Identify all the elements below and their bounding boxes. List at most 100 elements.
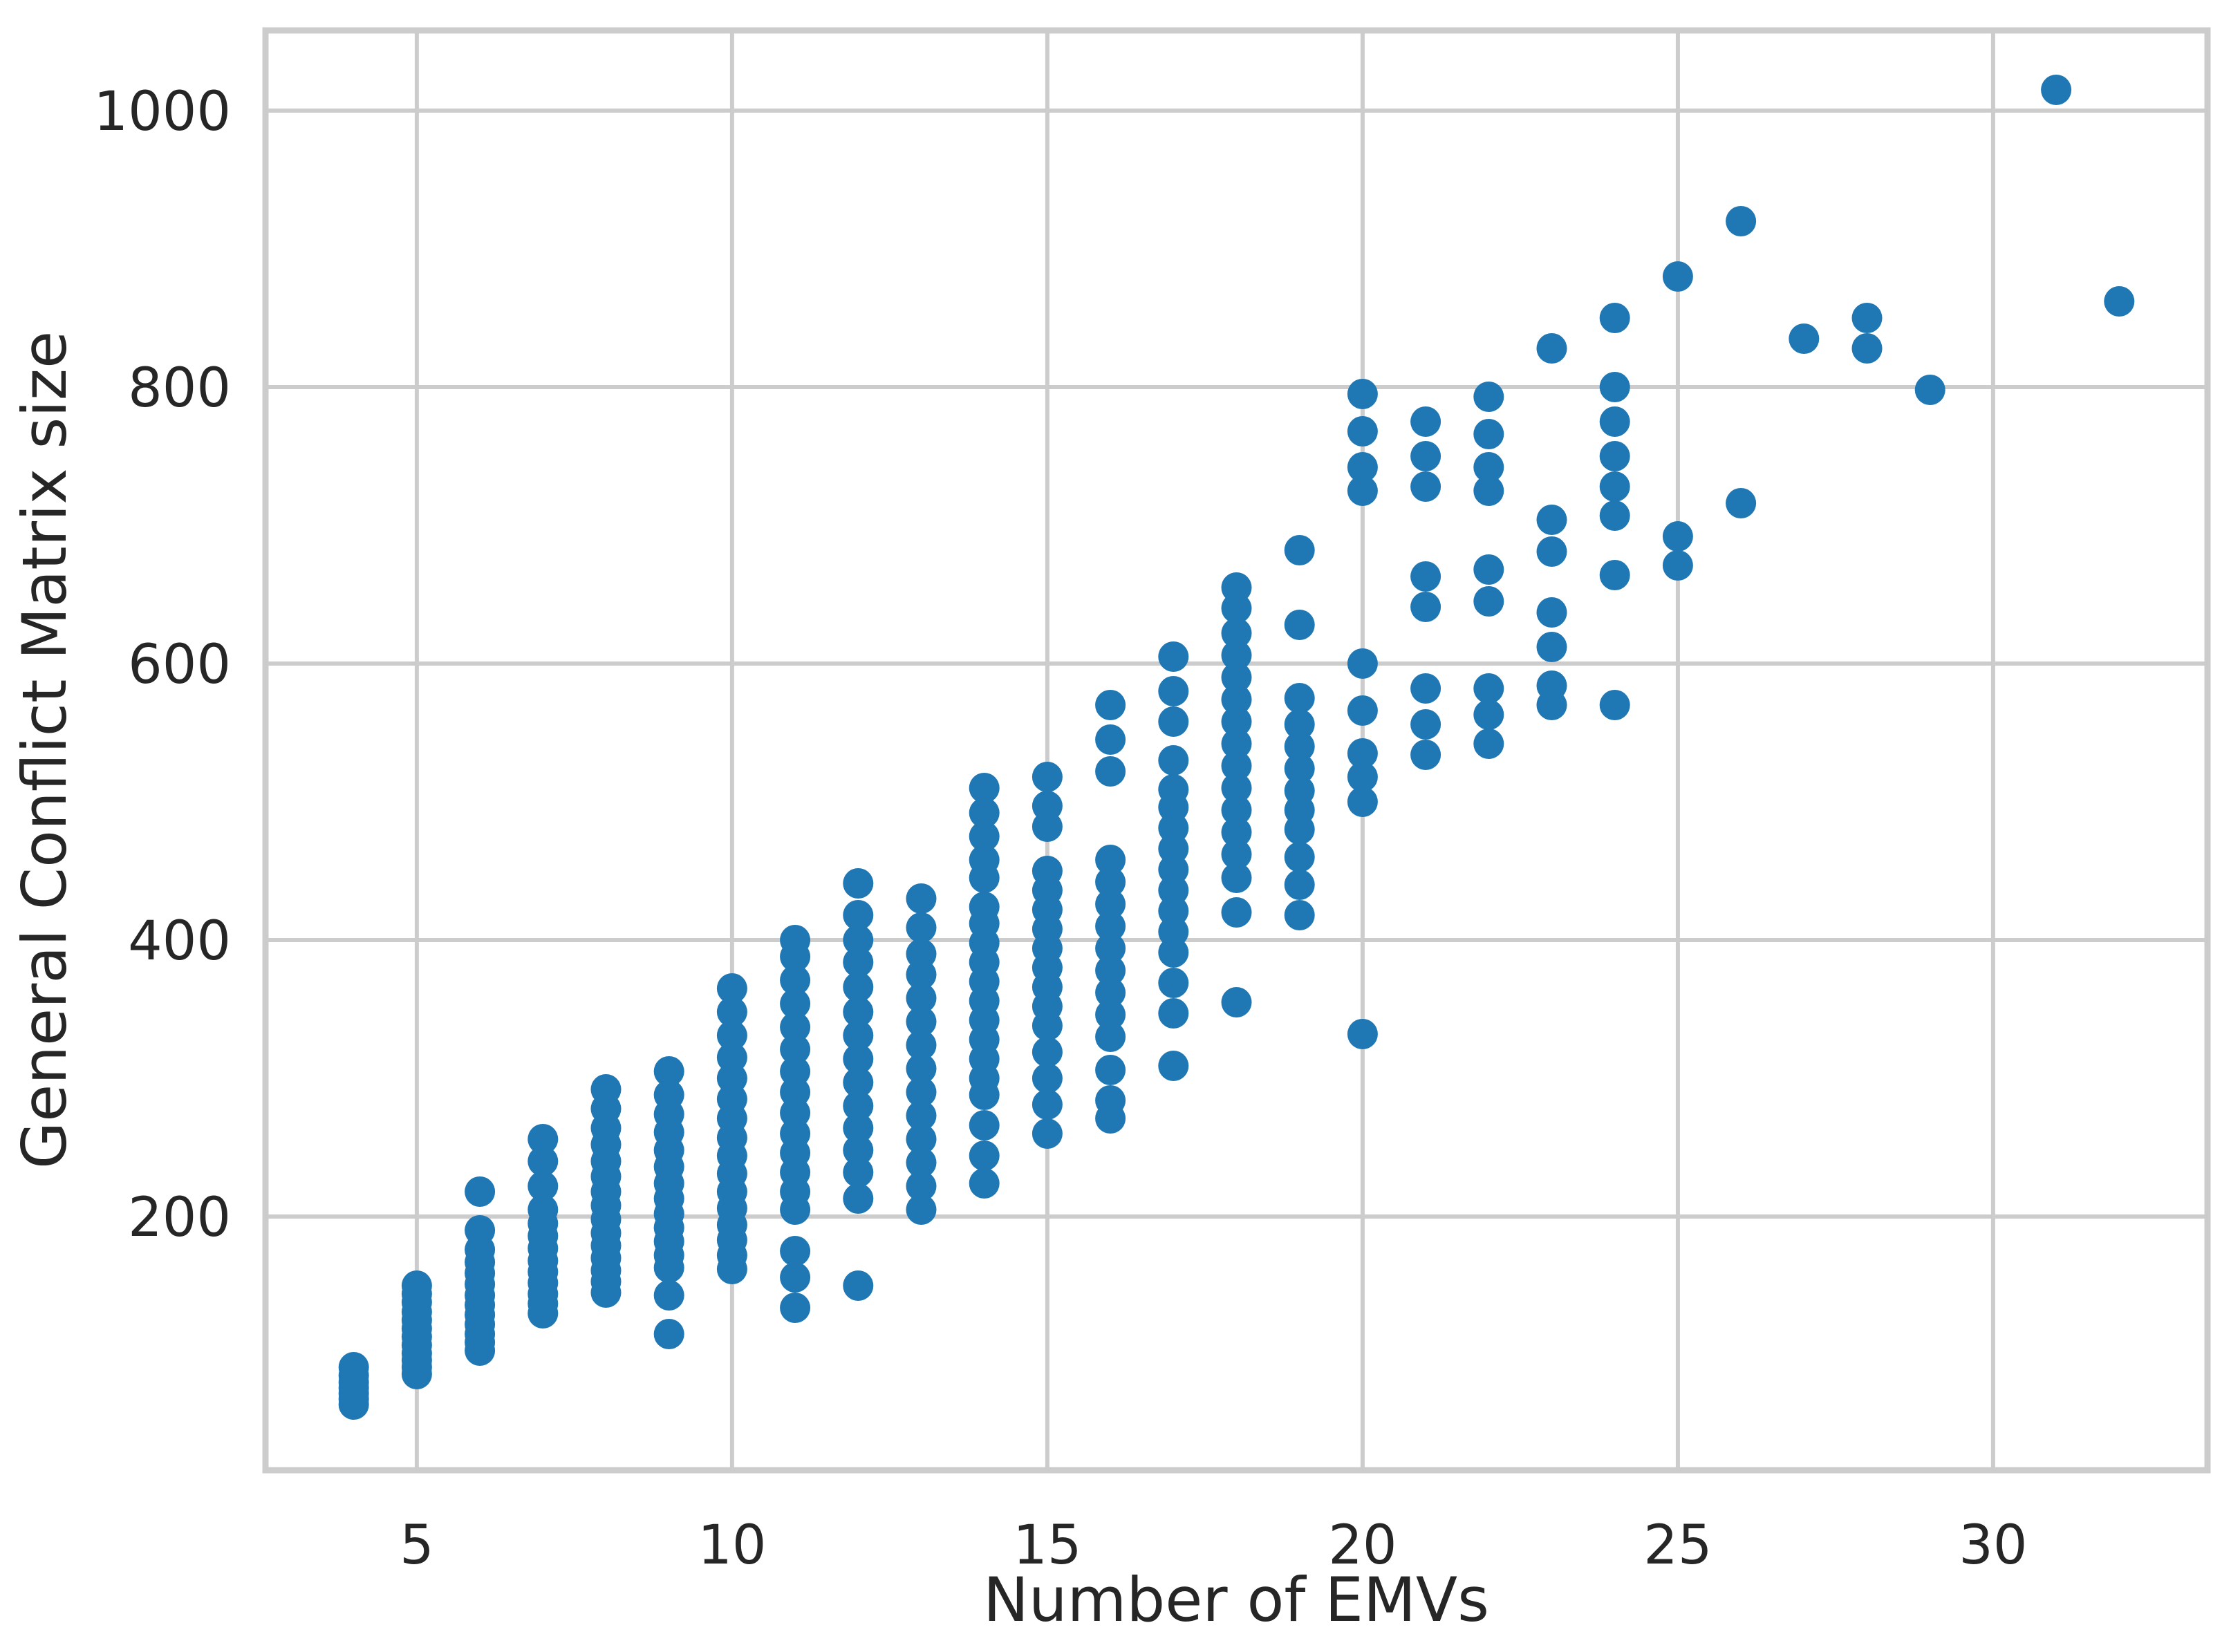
data-point <box>1158 641 1189 672</box>
data-point <box>780 965 811 995</box>
data-point <box>1473 419 1504 449</box>
data-point <box>1095 999 1126 1030</box>
y-tick-label: 200 <box>128 1187 231 1249</box>
data-point <box>843 1270 874 1301</box>
data-point <box>1789 323 1820 354</box>
data-point <box>1914 375 1945 405</box>
data-point <box>780 1034 811 1064</box>
data-point <box>1347 695 1378 726</box>
data-point <box>1284 610 1315 640</box>
data-point <box>653 1080 684 1110</box>
data-point <box>528 1124 559 1154</box>
data-point <box>780 1012 811 1042</box>
data-point <box>843 947 874 977</box>
data-point <box>1095 724 1126 755</box>
data-point <box>906 1053 937 1084</box>
data-point <box>1410 709 1441 740</box>
data-point <box>1221 839 1252 870</box>
data-point <box>1536 536 1567 567</box>
data-point <box>1347 762 1378 792</box>
data-point <box>906 1171 937 1201</box>
data-point <box>1599 471 1630 502</box>
data-point <box>1221 751 1252 781</box>
data-point <box>1095 1085 1126 1116</box>
data-point <box>1158 706 1189 737</box>
data-point <box>1410 561 1441 592</box>
data-point <box>1851 303 1883 333</box>
data-point <box>1410 673 1441 704</box>
data-point <box>1221 817 1252 847</box>
y-axis-tick-labels: 200 400 600 800 1000 <box>93 81 231 1249</box>
data-point <box>1032 791 1063 821</box>
data-point <box>906 1147 937 1178</box>
data-point <box>906 939 937 969</box>
data-point <box>906 912 937 943</box>
x-tick-label: 20 <box>1328 1514 1397 1577</box>
data-point <box>1410 406 1441 437</box>
x-tick-label: 5 <box>400 1514 434 1577</box>
data-point <box>1599 441 1630 471</box>
data-point <box>1473 729 1504 759</box>
data-point <box>780 1293 811 1323</box>
x-axis-title: Number of EMVs <box>983 1564 1489 1635</box>
data-point <box>2041 75 2072 105</box>
data-point <box>1032 1037 1063 1067</box>
data-point <box>465 1176 496 1207</box>
data-point <box>1347 476 1378 506</box>
data-point <box>528 1146 559 1176</box>
data-point <box>716 997 747 1027</box>
data-point <box>843 1135 874 1165</box>
data-point <box>906 1100 937 1131</box>
data-point <box>1095 690 1126 720</box>
data-point <box>653 1056 684 1087</box>
data-point <box>1473 554 1504 585</box>
data-point <box>1599 303 1630 333</box>
data-point <box>843 925 874 955</box>
data-point <box>843 868 874 899</box>
y-tick-label: 600 <box>128 634 231 696</box>
data-point <box>1095 977 1126 1008</box>
data-point <box>906 1006 937 1037</box>
data-point <box>1095 911 1126 941</box>
data-point <box>1221 662 1252 693</box>
data-point <box>1221 684 1252 715</box>
data-point <box>1221 729 1252 759</box>
data-point <box>843 1044 874 1074</box>
data-point <box>338 1352 369 1382</box>
x-tick-label: 15 <box>1013 1514 1081 1577</box>
data-point <box>1347 648 1378 679</box>
data-point <box>843 1091 874 1121</box>
data-point <box>969 1168 1000 1199</box>
data-point <box>1284 776 1315 806</box>
data-point <box>1095 845 1126 875</box>
data-point <box>843 900 874 930</box>
data-point <box>1347 738 1378 769</box>
data-point <box>780 1056 811 1087</box>
data-point <box>1221 987 1252 1017</box>
data-point <box>906 1124 937 1154</box>
y-tick-label: 1000 <box>93 81 231 143</box>
data-point <box>1095 933 1126 964</box>
data-point <box>969 1110 1000 1141</box>
data-point <box>1410 740 1441 770</box>
data-point <box>1158 1051 1189 1081</box>
data-point <box>969 821 1000 852</box>
data-point <box>1347 1019 1378 1049</box>
data-point <box>1599 406 1630 437</box>
data-point <box>1726 206 1757 236</box>
data-point <box>1410 592 1441 622</box>
data-point <box>2104 286 2135 317</box>
data-point <box>1221 773 1252 803</box>
data-point <box>969 773 1000 803</box>
data-point <box>401 1270 432 1301</box>
data-point <box>1221 572 1252 603</box>
data-point <box>906 1030 937 1060</box>
data-point <box>1158 968 1189 998</box>
data-point <box>1410 441 1441 471</box>
y-axis-title: General Conflict Matrix size <box>9 331 80 1169</box>
data-point <box>1221 640 1252 670</box>
x-tick-label: 25 <box>1643 1514 1712 1577</box>
data-point <box>1284 535 1315 565</box>
data-point <box>780 1262 811 1293</box>
